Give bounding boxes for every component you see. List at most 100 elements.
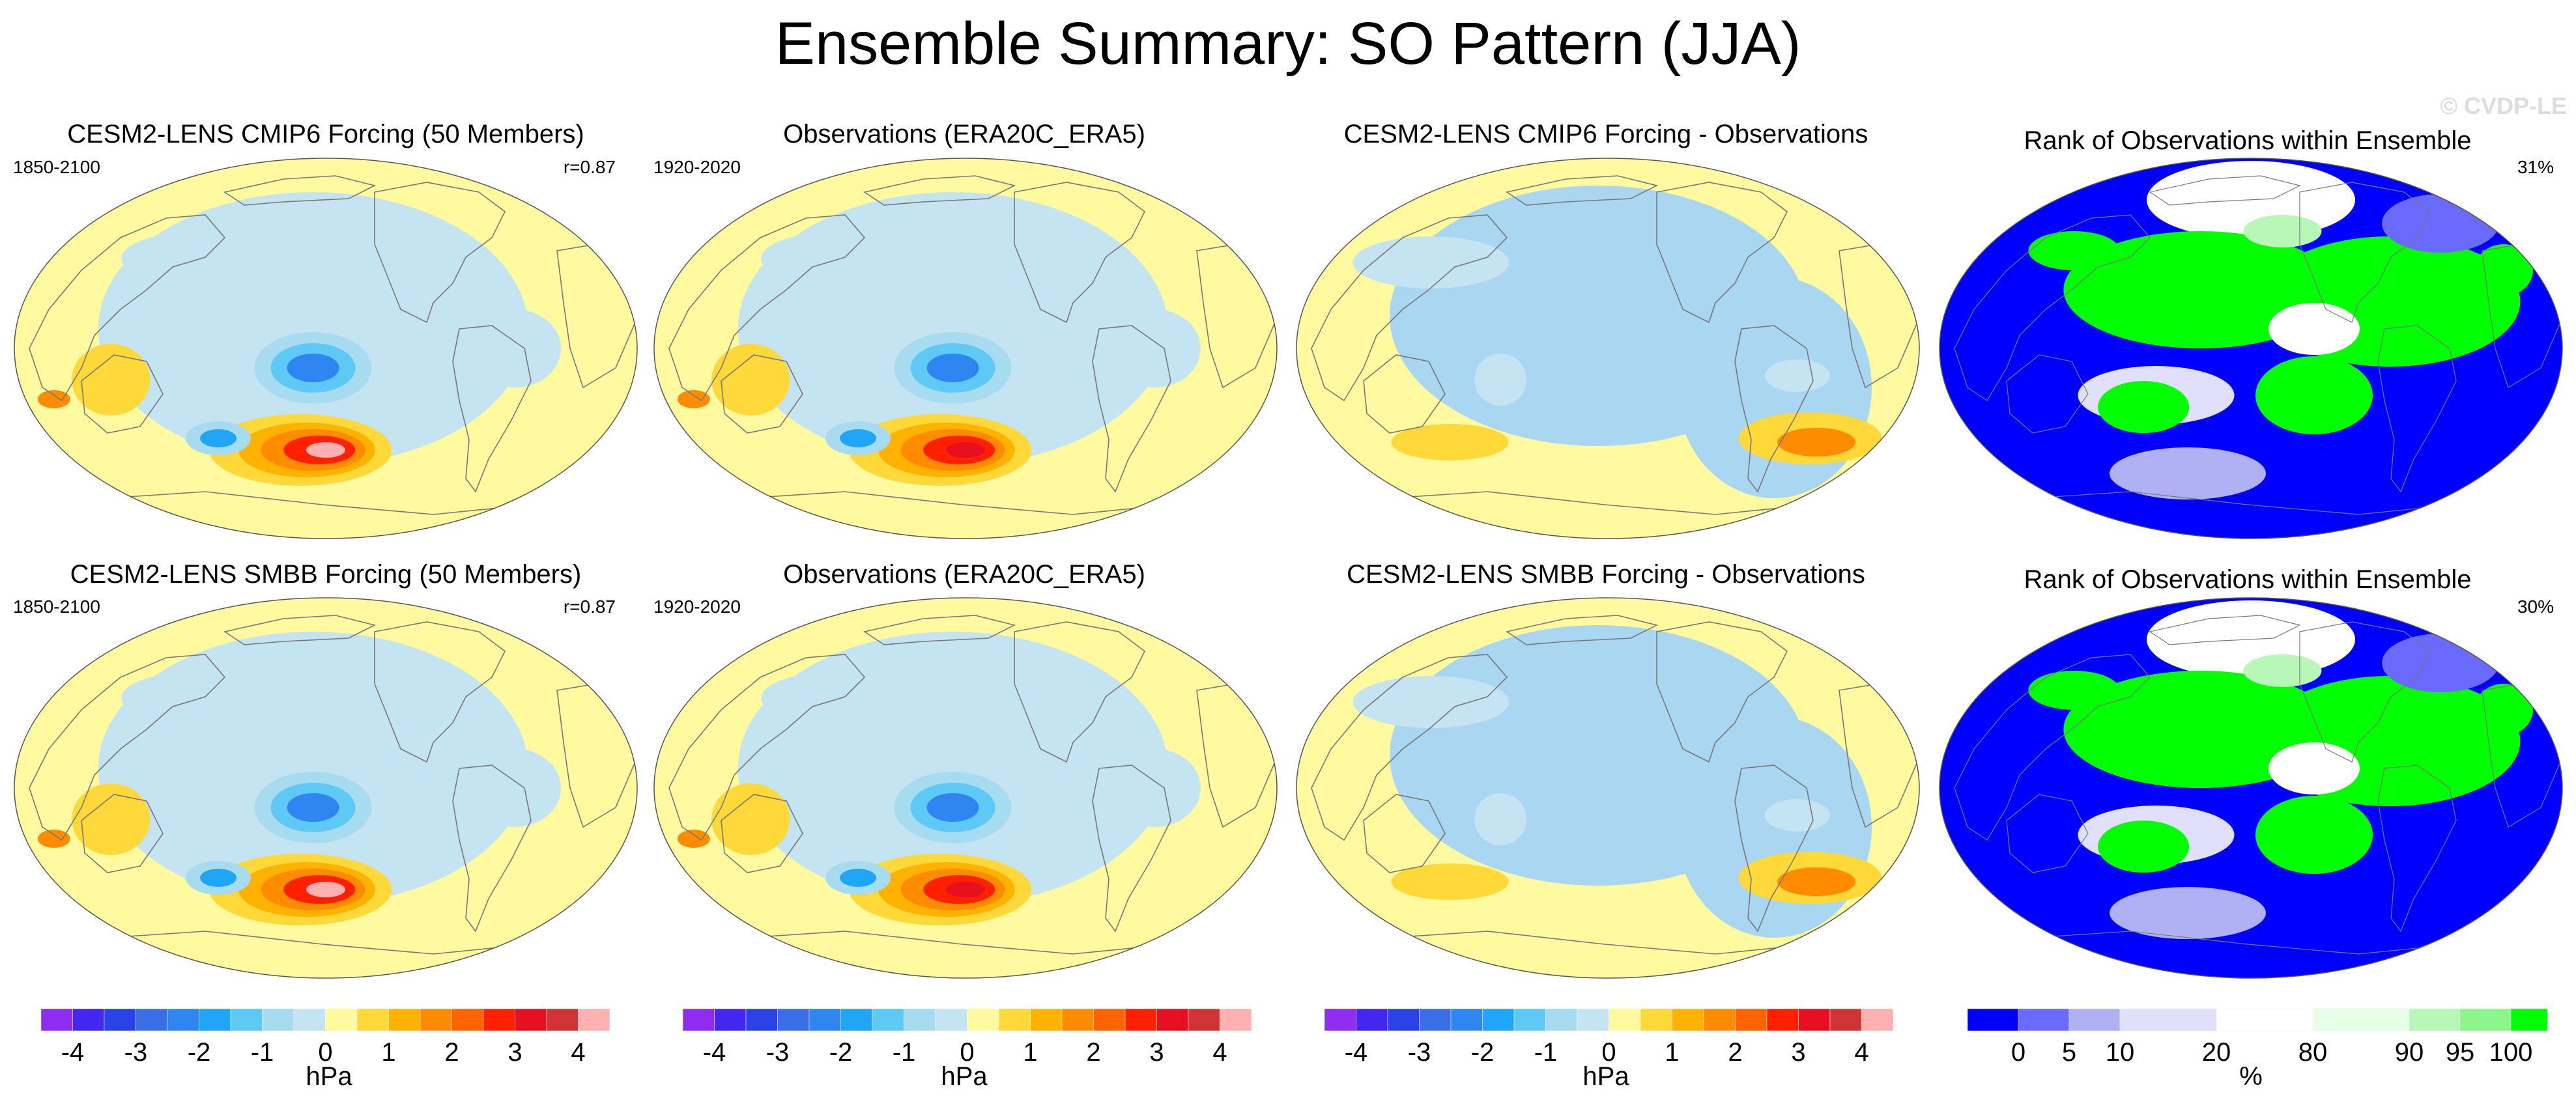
rank-region-11-r1c4	[2268, 303, 2360, 355]
contour-4-r2c2	[926, 793, 979, 822]
contour-15-r2c1	[37, 830, 70, 848]
contour-2-r1c3	[1777, 428, 1856, 456]
coastline-6-r1c1	[223, 175, 377, 206]
field-r2c1	[14, 598, 637, 978]
colorbar-tick-3-cb4: 20	[2202, 1038, 2231, 1067]
colorbar-tick-4-cb4: 80	[2298, 1038, 2328, 1067]
map-panel-r2c4	[1939, 597, 2563, 979]
colorbar-tick-0-cb1: -4	[61, 1038, 85, 1067]
contour-9-r1c1	[306, 442, 345, 458]
rank-region-5-r1c4	[2098, 381, 2190, 433]
colorbar-tick-6-cb2: 2	[1086, 1038, 1100, 1067]
colorbar-tick-4-cb3: 0	[1601, 1038, 1616, 1067]
coastline-0-r1c4	[1954, 214, 2151, 401]
rank-region-11-r2c4	[2268, 742, 2360, 794]
colorbar-box-8-cb4	[2510, 1008, 2547, 1032]
colorbar-box-3-cb4	[2119, 1008, 2217, 1032]
contour-9-r2c1	[306, 882, 345, 897]
figure-title: Ensemble Summary: SO Pattern (JJA)	[775, 10, 1801, 77]
colorbar-hpa-2: -4 -3 -2 -1 0 1 2 3 4	[682, 1008, 1252, 1067]
globe-outline-r2c2	[653, 597, 1278, 979]
contour-0-r1c3	[1352, 236, 1510, 288]
colorbar-box-13-cb3	[1735, 1008, 1767, 1032]
colorbar-box-12-cb3	[1703, 1008, 1736, 1032]
coastline-0-r2c2	[668, 654, 866, 841]
colorbar-box-9-cb1	[325, 1008, 358, 1032]
contour-2-r2c3	[1777, 867, 1856, 896]
panel-title-r2c2: Observations (ERA20C_ERA5)	[783, 560, 1145, 589]
coastline-5-r1c3	[1851, 204, 1912, 238]
coastline-6-r2c3	[1505, 615, 1659, 645]
colorbar-tick-6-cb1: 2	[444, 1038, 459, 1067]
coastline-3-r1c1	[452, 325, 532, 493]
colorbar-tick-4-cb1: 0	[318, 1038, 332, 1067]
contour-12-r1c2	[761, 232, 905, 285]
contour-4-r1c3	[1474, 354, 1527, 406]
coastline-1-r2c3	[1363, 794, 1446, 873]
contour-15-r2c2	[677, 830, 710, 848]
colorbar-hpa-1: -4 -3 -2 -1 0 1 2 3 4	[40, 1008, 610, 1067]
contour-13-r1c1	[72, 344, 150, 415]
colorbar-box-5-cb1	[199, 1008, 231, 1032]
colorbar-box-0-cb3	[1324, 1008, 1356, 1032]
colorbar-box-14-cb3	[1766, 1008, 1799, 1032]
map-panel-r2c2	[653, 597, 1278, 979]
colorbar-box-11-cb3	[1672, 1008, 1704, 1032]
contour-3-r1c3	[1391, 424, 1509, 460]
contour-11-r2c1	[200, 869, 237, 887]
colorbar-box-17-cb1	[578, 1008, 610, 1032]
panel-title-r1c3: CESM2-LENS CMIP6 Forcing - Observations	[1343, 120, 1868, 148]
colorbar-box-1-cb3	[1356, 1008, 1388, 1032]
coastline-2-r1c1	[374, 182, 506, 324]
rank-region-9-r2c4	[2474, 684, 2533, 736]
colorbar-box-5-cb4	[2312, 1008, 2410, 1032]
colorbar-box-17-cb2	[1220, 1008, 1252, 1032]
colorbar-tick-5-cb4: 90	[2395, 1038, 2424, 1067]
colorbar-box-2-cb4	[2068, 1008, 2121, 1032]
coastline-2-r1c2	[1014, 182, 1146, 324]
contour-11-r2c2	[840, 869, 877, 887]
globe-outline-r2c1	[14, 597, 638, 979]
field-r1c1	[14, 158, 637, 539]
colorbar-box-10-cb2	[998, 1008, 1031, 1032]
rank-region-5-r2c4	[2098, 821, 2190, 873]
colorbar-box-0-cb2	[682, 1008, 715, 1032]
coastline-2-r2c2	[1014, 621, 1146, 763]
coastline-0-r1c1	[29, 214, 226, 402]
coastline-1-r1c1	[81, 354, 164, 434]
colorbar-box-1-cb4	[2018, 1008, 2070, 1032]
contour-5-r2c3	[1765, 799, 1830, 832]
colorbar-unit-1: hPa	[306, 1062, 352, 1091]
rank-region-7-r2c4	[2110, 887, 2266, 939]
colorbar-box-6-cb4	[2409, 1008, 2461, 1032]
coastline-3-r2c4	[2377, 765, 2457, 933]
negative-region-2-r1c3	[1676, 277, 1872, 498]
colorbar-tick-0-cb4: 0	[2011, 1038, 2025, 1067]
coastline-2-r1c3	[1656, 182, 1788, 324]
coastline-3-r1c2	[1092, 325, 1171, 493]
coastline-1-r1c4	[2006, 354, 2089, 434]
globe-outline-r2c4	[1939, 597, 2563, 979]
coastline-5-r1c4	[2494, 204, 2555, 238]
panel-title-r2c3: CESM2-LENS SMBB Forcing - Observations	[1347, 560, 1865, 589]
coastline-0-r2c3	[1311, 654, 1508, 841]
contour-14-r2c1	[470, 749, 561, 827]
contour-12-r2c1	[121, 672, 265, 724]
correlation-label-r1c1: r=0.87	[563, 157, 616, 177]
rank-region-6-r2c4	[2028, 671, 2120, 710]
rank-field-r1c4	[1939, 158, 2562, 539]
field-r1c2	[654, 158, 1277, 539]
colorbar-tick-1-cb1: -3	[124, 1038, 148, 1067]
coastline-1-r2c1	[81, 794, 164, 873]
coastline-0-r2c4	[1954, 654, 2151, 841]
coastline-1-r1c2	[721, 354, 803, 434]
map-panel-r1c3	[1296, 158, 1920, 539]
rank-field-r2c4	[1939, 598, 2562, 978]
colorbar-box-14-cb1	[483, 1008, 515, 1032]
colorbar-box-3-cb3	[1419, 1008, 1452, 1032]
contour-13-r1c2	[711, 344, 790, 415]
negative-region-2-r2c3	[1676, 716, 1872, 938]
coastline-2-r2c3	[1656, 621, 1788, 763]
contour-14-r1c1	[470, 309, 561, 387]
colorbar-tick-2-cb1: -2	[188, 1038, 211, 1067]
